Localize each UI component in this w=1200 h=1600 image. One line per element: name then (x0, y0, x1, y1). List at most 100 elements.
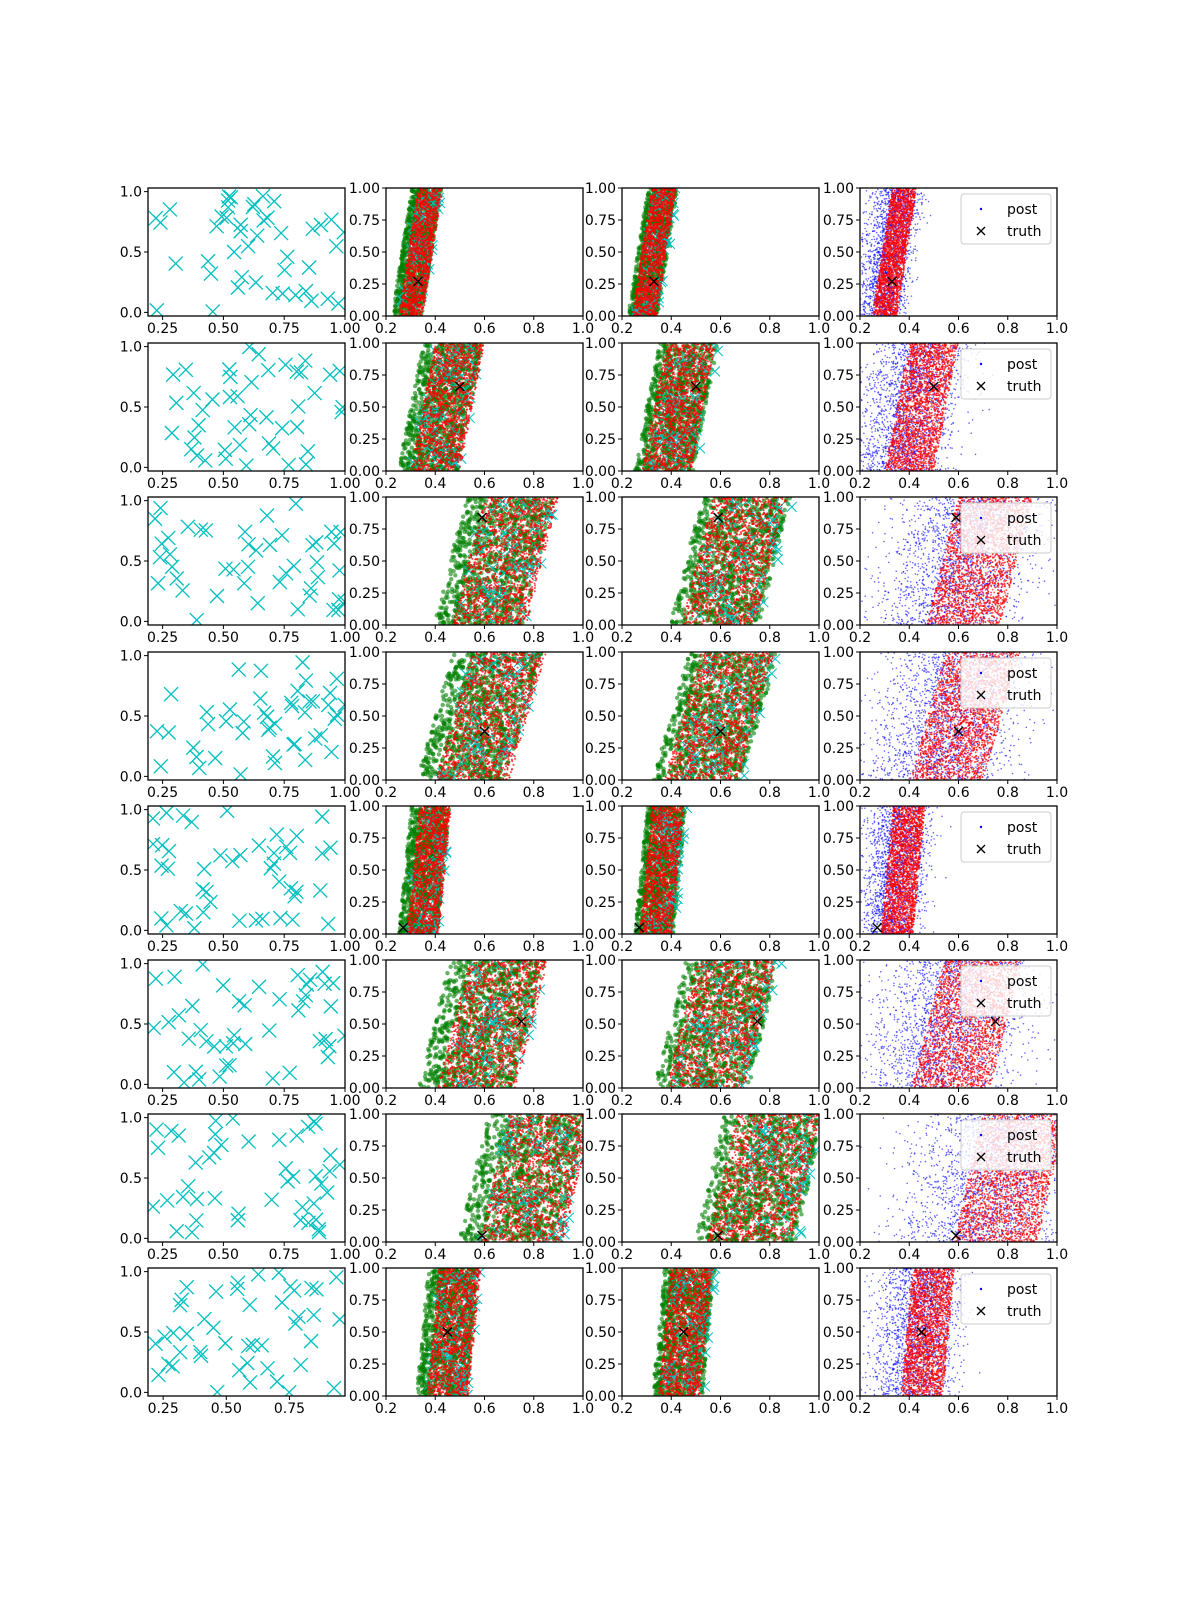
post-red-point (415, 254, 417, 256)
post-red-point (419, 194, 421, 196)
post-red-point (653, 294, 655, 296)
post-red-point (658, 214, 660, 216)
post-red-point (432, 236, 434, 238)
post-red-point (437, 215, 439, 217)
post-red-point (657, 200, 659, 202)
post-red-point (422, 207, 424, 209)
post-red-point (649, 217, 651, 219)
post-red-point (420, 215, 422, 217)
post-red-point (642, 274, 644, 276)
post-red-point (419, 299, 421, 301)
post-red-point (671, 203, 673, 205)
post-red-point (412, 258, 414, 260)
post-red-point (420, 281, 422, 283)
post-red-point (425, 266, 427, 268)
post-red-point (649, 196, 651, 198)
y-tick-label: 1.00 (349, 181, 380, 197)
post-red-point (429, 202, 431, 204)
post-red-point (639, 262, 641, 264)
post-red-point (657, 304, 659, 306)
post-red-point (418, 257, 420, 259)
post-red-point (640, 292, 642, 294)
post-red-point (636, 302, 638, 304)
post-red-point (407, 259, 409, 261)
post-red-point (642, 307, 644, 309)
post-red-point (432, 240, 434, 242)
post-red-point (641, 277, 643, 279)
post-red-point (648, 288, 650, 290)
post-red-point (635, 295, 637, 297)
post-red-point (431, 234, 433, 236)
post-red-point (425, 258, 427, 260)
post-red-point (410, 274, 412, 276)
post-red-point (425, 250, 427, 252)
post-red-point (415, 218, 417, 220)
post-red-point (405, 271, 407, 273)
y-tick-label: 0.25 (349, 277, 380, 293)
post-red-point (659, 229, 661, 231)
post-red-point (418, 307, 420, 309)
post-red-point (415, 247, 417, 249)
post-red-point (424, 190, 426, 192)
post-red-point (411, 247, 413, 249)
post-red-point (657, 242, 659, 244)
post-red-point (650, 233, 652, 235)
post-red-point (427, 267, 429, 269)
post-red-point (415, 269, 417, 271)
post-red-point (434, 229, 436, 231)
post-red-point (430, 195, 432, 197)
post-red-point (421, 232, 423, 234)
post-red-point (428, 198, 430, 200)
post-red-point (408, 262, 410, 264)
post-red-point (653, 308, 655, 310)
post-red-point (651, 267, 653, 269)
post-red-point (643, 237, 645, 239)
post-red-point (661, 223, 663, 225)
post-green-point (397, 270, 401, 274)
post-red-point (658, 198, 660, 200)
post-red-point (653, 290, 655, 292)
post-red-point (426, 202, 428, 204)
post-red-point (665, 237, 667, 239)
post-red-point (423, 263, 425, 265)
post-red-point (646, 299, 648, 301)
post-red-point (656, 250, 658, 252)
post-red-point (420, 290, 422, 292)
post-red-point (665, 241, 667, 243)
post-red-point (659, 224, 661, 226)
post-red-point (414, 263, 416, 265)
post-red-point (645, 288, 647, 290)
post-red-point (434, 210, 436, 212)
post-red-point (647, 213, 649, 215)
post-red-point (642, 272, 644, 274)
post-red-point (661, 279, 663, 281)
post-red-point (424, 223, 426, 225)
post-red-point (645, 237, 647, 239)
post-red-point (429, 265, 431, 267)
post-red-point (423, 288, 425, 290)
post-red-point (656, 235, 658, 237)
post-red-point (412, 255, 414, 257)
post-red-point (417, 269, 419, 271)
post-red-point (668, 231, 670, 233)
post-red-point (649, 313, 651, 315)
post-red-point (425, 196, 427, 198)
post-red-point (673, 200, 675, 202)
post-red-point (662, 210, 664, 212)
post-red-point (408, 283, 410, 285)
post-red-point (672, 191, 674, 193)
post-red-point (644, 262, 646, 264)
post-red-point (668, 198, 670, 200)
post-red-point (662, 255, 664, 257)
post-red-point (427, 254, 429, 256)
post-red-point (644, 243, 646, 245)
post-red-point (662, 195, 664, 197)
post-red-point (651, 203, 653, 205)
post-red-point (659, 244, 661, 246)
post-red-point (648, 243, 650, 245)
post-red-point (658, 220, 660, 222)
post-red-point (656, 296, 658, 298)
post-red-point (439, 204, 441, 206)
post-red-point (402, 302, 404, 304)
post-red-point (661, 265, 663, 267)
